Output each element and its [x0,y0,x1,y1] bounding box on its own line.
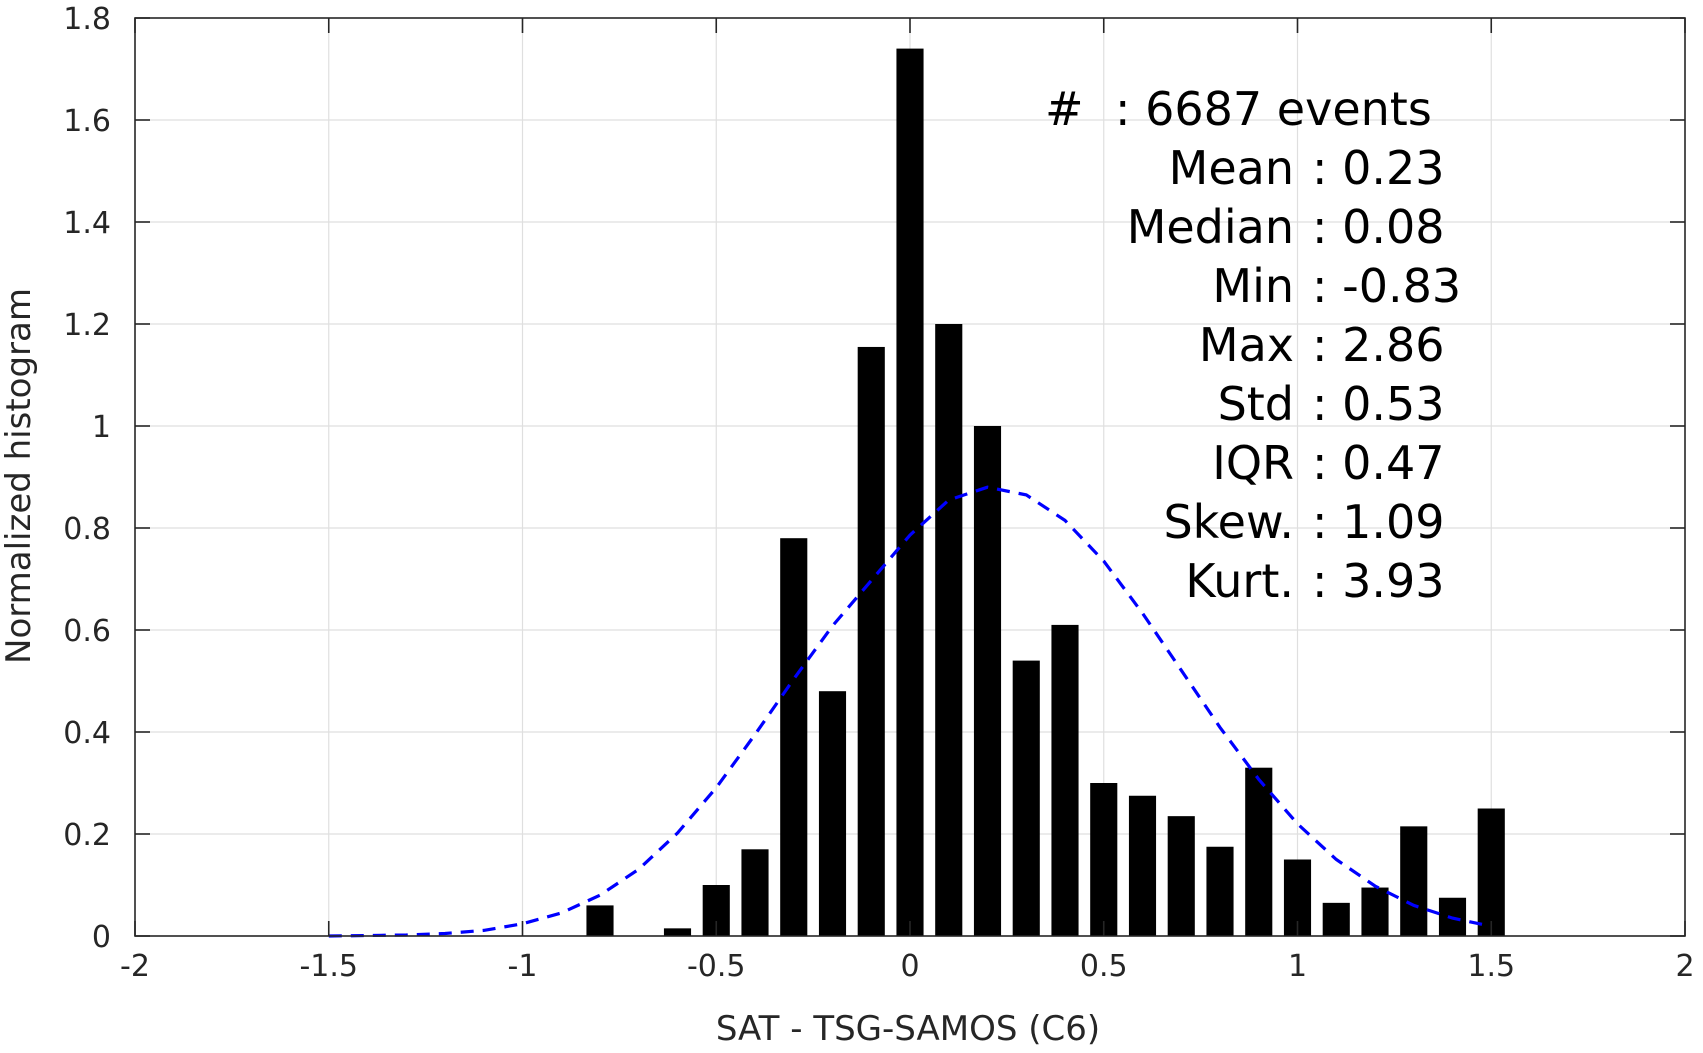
stat-line: Min : -0.83 [1212,259,1461,313]
histogram-bar [896,48,924,937]
stat-value: : 0.47 [1312,436,1445,490]
stat-label: Min [1212,259,1294,313]
stat-label: Mean [1169,141,1294,195]
tick-marks [134,17,1686,937]
stat-line: Skew. : 1.09 [1163,495,1444,549]
x-tick-label: -2 [120,949,150,984]
fit-curve-layer [328,485,1492,938]
histogram-bar [1012,660,1040,936]
histogram-bar [663,928,692,936]
stat-value: : 2.86 [1312,318,1445,372]
tick-labels: -2 -1.5 -1 -0.5 0 0.5 1 1.5 2 0 0.2 0.4 0.6 0.8 1 1.2 1.… [63,2,1694,984]
x-tick-label: 1.5 [1467,949,1515,984]
histogram-bar [1206,846,1234,936]
stat-label: Max [1199,318,1294,372]
stat-label: Median [1127,200,1294,254]
histogram-bar [1245,767,1273,936]
stat-label: Kurt. [1185,554,1294,608]
histogram-bar [1051,624,1079,936]
histogram-bar [818,691,847,936]
histogram-bar [935,324,963,936]
histogram-bars [586,48,1505,937]
y-tick-label: 1 [92,410,111,445]
stat-line: Mean : 0.23 [1169,141,1445,195]
y-tick-label: 1.6 [63,104,111,139]
stat-value: : 1.09 [1312,495,1445,549]
y-tick-label: 0.2 [63,818,111,853]
y-tick-label: 0.8 [63,512,111,547]
histogram-bar [741,849,769,936]
y-tick-label: 1.8 [63,2,111,37]
y-tick-label: 0 [92,920,111,955]
stat-label: Skew. [1163,495,1294,549]
x-tick-label: -1.5 [299,949,358,984]
x-tick-label: -0.5 [687,949,746,984]
y-tick-label: 1.2 [63,308,111,343]
x-axis-title: SAT - TSG-SAMOS (C6) [716,1009,1100,1049]
histogram-bar [1090,783,1118,936]
histogram-bar [1167,816,1195,936]
histogram-bar [973,426,1002,936]
x-tick-label: -1 [508,949,538,984]
stat-line: Max : 2.86 [1199,318,1445,372]
histogram-bar [1128,795,1157,936]
histogram-bar [1477,808,1505,936]
stat-line: Std : 0.53 [1218,377,1445,431]
x-tick-label: 0 [900,949,919,984]
y-tick-label: 0.6 [63,614,111,649]
stat-value: : -0.83 [1312,259,1461,313]
stat-value: : 3.93 [1312,554,1445,608]
stat-label: Std [1218,377,1294,431]
y-axis-title: Normalized histogram [0,288,39,664]
stat-label: # [1045,82,1084,136]
stat-line: IQR : 0.47 [1212,436,1444,490]
stat-value: : 0.08 [1312,200,1445,254]
histogram-bar [586,905,614,936]
x-tick-label: 0.5 [1080,949,1128,984]
histogram-bar [1400,826,1428,936]
stat-value: : 0.53 [1312,377,1445,431]
gaussian-fit-curve [328,485,1492,938]
stat-value: : 6687 events [1115,82,1432,136]
stat-line: # : 6687 events [1045,82,1432,136]
y-tick-label: 0.4 [63,716,111,751]
x-tick-label: 1 [1288,949,1307,984]
histogram-bar [780,538,808,936]
stat-value: : 0.23 [1312,141,1445,195]
histogram-bar [857,346,885,936]
x-tick-label: 2 [1675,949,1694,984]
stat-line: Median : 0.08 [1127,200,1445,254]
y-tick-label: 1.4 [63,206,111,241]
stat-line: Kurt. : 3.93 [1185,554,1444,608]
stat-label: IQR [1212,436,1294,490]
histogram-bar [1322,902,1350,936]
histogram-bar [1361,887,1389,936]
